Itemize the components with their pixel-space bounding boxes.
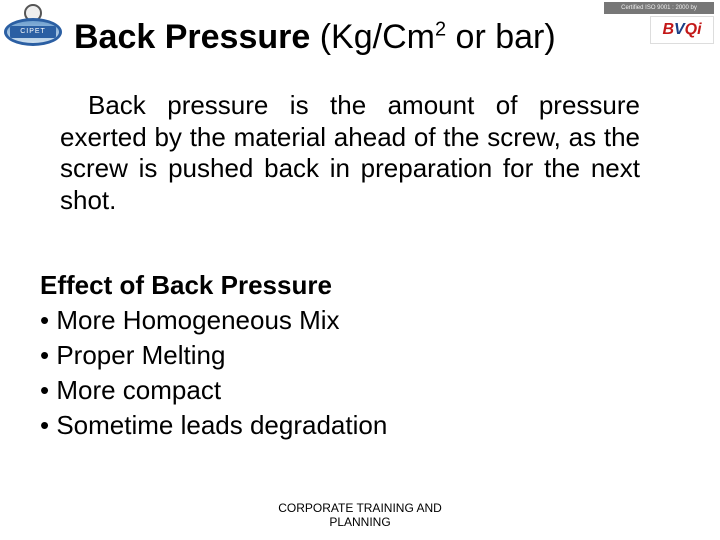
title-main: Back Pressure: [74, 18, 310, 56]
slide: CIPET Certified ISO 9001 : 2000 by BVQi …: [0, 0, 720, 540]
bvqi-logo: BVQi: [650, 16, 714, 44]
effect-list: More Homogeneous Mix Proper Melting More…: [40, 303, 660, 443]
list-item: More compact: [40, 373, 660, 408]
title-unit-suffix: or bar): [446, 18, 556, 56]
bvqi-qi: Qi: [685, 21, 702, 38]
org-logo-label: CIPET: [10, 26, 56, 38]
list-item: Sometime leads degradation: [40, 408, 660, 443]
list-item: More Homogeneous Mix: [40, 303, 660, 338]
list-item: Proper Melting: [40, 338, 660, 373]
bvqi-v: V: [674, 21, 685, 38]
bvqi-b: B: [662, 21, 674, 38]
footer: CORPORATE TRAINING AND PLANNING: [0, 502, 720, 530]
effect-heading: Effect of Back Pressure: [40, 268, 660, 303]
effect-block: Effect of Back Pressure More Homogeneous…: [40, 268, 660, 443]
title-unit-exponent: 2: [435, 19, 446, 41]
slide-title: Back Pressure (Kg/Cm2 or bar): [74, 18, 556, 57]
footer-line-2: PLANNING: [0, 516, 720, 530]
certification-label: Certified ISO 9001 : 2000 by: [604, 2, 714, 14]
org-logo-left: CIPET: [4, 4, 62, 54]
title-unit-prefix: (Kg/Cm: [310, 18, 435, 56]
footer-line-1: CORPORATE TRAINING AND: [0, 502, 720, 516]
definition-paragraph: Back pressure is the amount of pressure …: [60, 90, 640, 217]
